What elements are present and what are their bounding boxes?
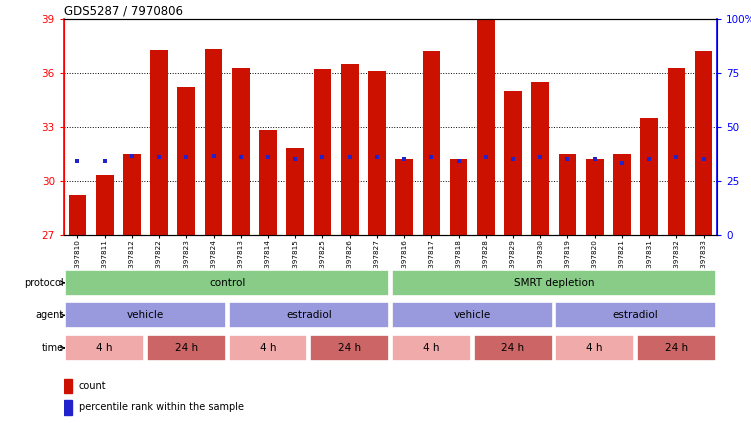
Bar xyxy=(504,91,522,235)
Bar xyxy=(477,14,495,235)
Bar xyxy=(65,302,226,328)
Bar xyxy=(392,335,471,361)
Bar xyxy=(392,302,553,328)
Bar xyxy=(96,176,113,235)
Bar xyxy=(532,82,549,235)
Bar xyxy=(147,335,226,361)
Bar xyxy=(123,154,140,235)
Text: 24 h: 24 h xyxy=(338,343,361,353)
Text: time: time xyxy=(42,343,64,353)
Bar xyxy=(65,335,144,361)
Bar xyxy=(695,51,713,235)
Text: control: control xyxy=(209,278,246,288)
Bar xyxy=(65,270,389,296)
Text: 4 h: 4 h xyxy=(260,343,276,353)
Text: 4 h: 4 h xyxy=(96,343,113,353)
Bar xyxy=(259,131,277,235)
Text: count: count xyxy=(79,381,106,391)
Bar xyxy=(205,49,222,235)
Bar xyxy=(314,69,331,235)
Bar xyxy=(586,159,604,235)
Text: 24 h: 24 h xyxy=(502,343,525,353)
Text: estradiol: estradiol xyxy=(613,310,659,320)
Text: GDS5287 / 7970806: GDS5287 / 7970806 xyxy=(64,5,182,18)
Text: 24 h: 24 h xyxy=(175,343,198,353)
Bar xyxy=(392,270,716,296)
Bar xyxy=(559,154,576,235)
Bar xyxy=(68,195,86,235)
Bar xyxy=(637,335,716,361)
Bar xyxy=(286,148,304,235)
Text: SMRT depletion: SMRT depletion xyxy=(514,278,594,288)
Bar xyxy=(150,49,168,235)
Bar xyxy=(177,87,195,235)
Bar xyxy=(423,51,440,235)
Bar xyxy=(228,302,389,328)
Text: percentile rank within the sample: percentile rank within the sample xyxy=(79,402,243,412)
Bar xyxy=(228,335,307,361)
Bar xyxy=(668,68,685,235)
Text: estradiol: estradiol xyxy=(286,310,332,320)
Text: agent: agent xyxy=(36,310,64,320)
Bar xyxy=(368,71,386,235)
Text: protocol: protocol xyxy=(25,278,64,288)
Text: 4 h: 4 h xyxy=(587,343,603,353)
Bar xyxy=(555,335,634,361)
Bar xyxy=(613,154,631,235)
Bar xyxy=(64,379,72,393)
Bar xyxy=(641,118,658,235)
Bar xyxy=(64,400,72,415)
Bar xyxy=(555,302,716,328)
Bar xyxy=(450,159,467,235)
Bar xyxy=(341,64,358,235)
Bar xyxy=(395,159,413,235)
Text: vehicle: vehicle xyxy=(454,310,491,320)
Text: 24 h: 24 h xyxy=(665,343,688,353)
Text: 4 h: 4 h xyxy=(423,343,439,353)
Bar xyxy=(474,335,553,361)
Text: vehicle: vehicle xyxy=(127,310,164,320)
Bar xyxy=(232,68,249,235)
Bar xyxy=(310,335,389,361)
